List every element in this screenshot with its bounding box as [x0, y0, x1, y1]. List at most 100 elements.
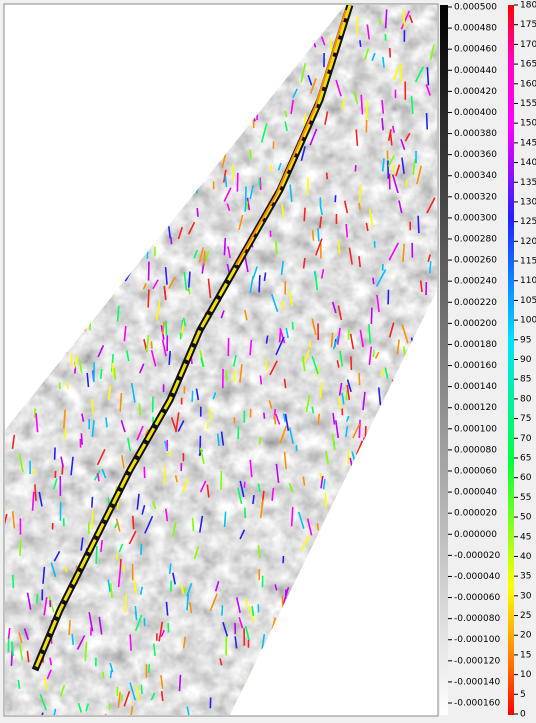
attribute-stroke — [171, 237, 172, 244]
attribute-stroke — [247, 201, 248, 209]
attribute-stroke — [351, 356, 352, 369]
azimuth-label: 10 — [520, 670, 532, 680]
attribute-stroke — [139, 403, 140, 415]
depth-label: 0.000000 — [454, 530, 497, 540]
attribute-stroke — [318, 414, 319, 425]
attribute-stroke — [317, 523, 318, 530]
attribute-stroke — [260, 376, 261, 385]
attribute-stroke — [166, 321, 167, 336]
attribute-stroke — [427, 113, 428, 129]
attribute-stroke — [117, 502, 118, 510]
azimuth-label: 60 — [520, 473, 532, 483]
attribute-stroke — [359, 203, 360, 210]
attribute-stroke — [282, 301, 283, 309]
depth-label: -0.000120 — [454, 656, 500, 666]
attribute-stroke — [292, 507, 293, 526]
azimuth-label: 105 — [520, 296, 536, 306]
depth-label: -0.000140 — [454, 677, 500, 687]
attribute-stroke — [106, 418, 107, 428]
attribute-stroke — [355, 165, 356, 171]
azimuth-label: 65 — [520, 453, 531, 463]
attribute-stroke — [37, 594, 38, 603]
depth-label: -0.000100 — [454, 635, 500, 645]
attribute-stroke — [404, 346, 405, 355]
depth-label: 0.000100 — [454, 424, 497, 434]
azimuth-label: 25 — [520, 611, 531, 621]
azimuth-label: 140 — [520, 158, 536, 168]
attribute-stroke — [270, 165, 271, 171]
azimuth-label: 70 — [520, 434, 532, 444]
depth-labels: 0.0005000.0004800.0004600.0004400.000420… — [454, 3, 500, 709]
azimuth-label: 145 — [520, 138, 536, 148]
azimuth-label: 150 — [520, 119, 536, 129]
azimuth-label: 110 — [520, 276, 536, 286]
azimuth-label: 50 — [520, 513, 532, 523]
attribute-stroke — [359, 420, 360, 438]
attribute-stroke — [406, 180, 407, 187]
azimuth-label: 165 — [520, 60, 536, 70]
attribute-stroke — [122, 694, 123, 701]
depth-label: 0.000140 — [454, 382, 497, 392]
depth-label: 0.000040 — [454, 488, 497, 498]
depth-label: -0.000060 — [454, 593, 500, 603]
attribute-stroke — [253, 495, 254, 504]
depth-label: 0.000160 — [454, 361, 497, 371]
depth-label: -0.000020 — [454, 551, 500, 561]
azimuth-label: 15 — [520, 650, 531, 660]
attribute-stroke — [141, 685, 142, 694]
depth-label: 0.000320 — [454, 192, 497, 202]
attribute-stroke — [192, 391, 193, 402]
attribute-stroke — [360, 40, 361, 47]
attribute-stroke — [325, 493, 326, 508]
attribute-stroke — [304, 208, 305, 222]
depth-label: 0.000020 — [454, 509, 497, 519]
attribute-stroke — [224, 238, 225, 255]
attribute-stroke — [13, 575, 14, 588]
depth-label: 0.000400 — [454, 108, 497, 118]
attribute-stroke — [117, 553, 118, 560]
depth-label: 0.000300 — [454, 213, 497, 223]
attribute-stroke — [164, 467, 165, 485]
depth-label: 0.000060 — [454, 467, 497, 477]
depth-label: 0.000460 — [454, 45, 497, 55]
depth-label: -0.000080 — [454, 614, 500, 624]
attribute-stroke — [204, 251, 205, 266]
attribute-stroke — [141, 544, 142, 555]
attribute-stroke — [207, 423, 208, 429]
azimuth-label: 30 — [520, 591, 532, 601]
attribute-stroke — [430, 261, 431, 273]
colorbar-labels: 0.0005000.0004800.0004600.0004400.000420… — [448, 1, 536, 720]
attribute-stroke — [168, 623, 169, 632]
depth-label: 0.000240 — [454, 277, 497, 287]
azimuth-label: 0 — [520, 710, 526, 720]
azimuth-label: 85 — [520, 375, 531, 385]
attribute-stroke — [20, 540, 21, 555]
azimuth-label: 55 — [520, 493, 531, 503]
depth-label: 0.000480 — [454, 24, 497, 34]
azimuth-label: 100 — [520, 316, 536, 326]
attribute-stroke — [96, 546, 97, 564]
depth-label: 0.000260 — [454, 256, 497, 266]
attribute-stroke — [390, 48, 391, 57]
attribute-stroke — [373, 278, 374, 285]
azimuth-label: 160 — [520, 79, 536, 89]
azimuth-label: 20 — [520, 631, 532, 641]
azimuth-label: 40 — [520, 552, 532, 562]
attribute-stroke — [386, 9, 387, 28]
azimuth-label: 130 — [520, 197, 536, 207]
azimuth-label: 45 — [520, 532, 531, 542]
depth-label: -0.000040 — [454, 572, 500, 582]
attribute-stroke — [81, 433, 82, 444]
attribute-stroke — [148, 289, 149, 307]
attribute-stroke — [55, 448, 56, 460]
attribute-stroke — [149, 664, 150, 673]
azimuth-label: 90 — [520, 355, 532, 365]
attribute-stroke — [92, 497, 93, 508]
azimuth-label: 125 — [520, 217, 536, 227]
azimuth-label: 95 — [520, 335, 531, 345]
attribute-stroke — [169, 351, 170, 365]
attribute-stroke — [189, 288, 190, 295]
depth-label: -0.000160 — [454, 699, 500, 709]
depth-label: 0.000200 — [454, 319, 497, 329]
attribute-stroke — [313, 230, 314, 241]
